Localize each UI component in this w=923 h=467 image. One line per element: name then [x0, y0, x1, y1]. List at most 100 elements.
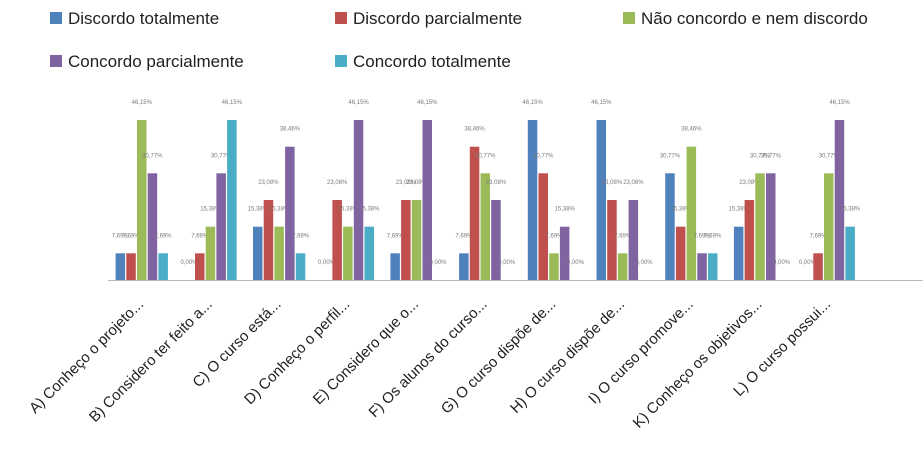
data-label: 15,38% — [359, 207, 380, 213]
data-label: 30,77% — [660, 153, 681, 159]
data-label: 7,69% — [191, 233, 209, 239]
category-label: H) O curso dispõe de... — [507, 296, 628, 417]
data-label: 15,38% — [840, 207, 861, 213]
data-label: 23,08% — [406, 180, 427, 186]
data-label: 38,46% — [280, 127, 301, 133]
legend-swatch — [623, 12, 635, 24]
data-label: 15,38% — [269, 207, 290, 213]
bar — [480, 173, 490, 280]
bar — [195, 253, 205, 280]
bar — [596, 120, 606, 280]
bar — [733, 226, 744, 280]
legend-swatch — [50, 12, 62, 24]
bar — [390, 253, 400, 280]
bar — [295, 253, 306, 280]
bar — [607, 200, 617, 280]
data-label: 7,69% — [704, 233, 722, 239]
bar — [401, 200, 411, 280]
bar — [675, 226, 686, 280]
data-label: 23,08% — [258, 180, 279, 186]
bar — [411, 200, 422, 280]
data-label: 30,77% — [819, 153, 840, 159]
data-label: 0,00% — [773, 260, 791, 266]
data-label: 23,08% — [396, 180, 417, 186]
bar — [285, 146, 295, 280]
bar — [227, 120, 237, 280]
legend-item: Concordo parcialmente — [50, 52, 244, 71]
bar — [755, 173, 765, 280]
plot-area: 7,69%7,69%46,15%30,77%7,69%0,00%7,69%15,… — [108, 100, 923, 281]
bar — [469, 146, 480, 280]
bar — [845, 226, 855, 280]
data-label: 23,08% — [623, 180, 644, 186]
bar — [744, 200, 755, 280]
legend-item: Concordo totalmente — [335, 52, 511, 71]
data-label: 30,77% — [761, 153, 782, 159]
legend-swatch — [50, 55, 62, 67]
data-label: 46,15% — [222, 100, 243, 106]
data-label: 7,69% — [112, 233, 130, 239]
data-label: 7,69% — [387, 233, 405, 239]
bar — [422, 120, 432, 280]
data-label: 46,15% — [348, 100, 369, 106]
data-label: 15,38% — [248, 207, 269, 213]
data-label: 23,08% — [739, 180, 760, 186]
bar — [766, 173, 776, 280]
data-label: 30,77% — [475, 153, 496, 159]
data-label: 30,77% — [533, 153, 554, 159]
legend-item: Discordo parcialmente — [335, 9, 522, 28]
bar — [813, 253, 823, 280]
data-label: 23,08% — [486, 180, 507, 186]
legend-swatch — [335, 55, 347, 67]
data-label: 0,00% — [567, 260, 585, 266]
data-label: 30,77% — [750, 153, 771, 159]
legend-label: Discordo totalmente — [68, 9, 219, 28]
data-label: 15,38% — [200, 207, 221, 213]
legend: Discordo totalmente Discordo parcialmente… — [50, 9, 868, 71]
data-label: 15,38% — [671, 207, 692, 213]
legend-item: Discordo totalmente — [50, 9, 219, 28]
data-label: 46,15% — [591, 100, 612, 106]
data-label: 0,00% — [180, 260, 198, 266]
data-label: 15,38% — [729, 207, 750, 213]
bar — [205, 226, 216, 280]
data-label: 7,69% — [292, 233, 310, 239]
data-label: 46,15% — [829, 100, 850, 106]
bar — [686, 146, 697, 280]
bar — [364, 226, 374, 280]
data-label: 15,38% — [338, 207, 359, 213]
bar — [834, 120, 845, 280]
data-label: 0,00% — [799, 260, 817, 266]
bar — [147, 173, 158, 280]
bar — [353, 120, 364, 280]
bar — [708, 253, 718, 280]
data-label: 7,69% — [155, 233, 173, 239]
data-label: 7,69% — [614, 233, 632, 239]
data-label: 7,69% — [545, 233, 563, 239]
data-label: 46,15% — [417, 100, 438, 106]
category-label: A) Conheço o projeto... — [26, 296, 147, 417]
bar — [824, 173, 834, 280]
data-label: 7,69% — [123, 233, 141, 239]
bar — [617, 253, 628, 280]
category-label: G) O curso dispõe de... — [438, 296, 560, 418]
data-label: 30,77% — [142, 153, 163, 159]
legend-item: Não concordo e nem discordo — [623, 9, 868, 28]
data-label: 30,77% — [211, 153, 232, 159]
data-label: 38,46% — [681, 127, 702, 133]
bar — [549, 253, 559, 280]
bar — [115, 253, 126, 280]
bar — [628, 200, 639, 280]
category-label: K) Conheço os objetivos... — [630, 296, 766, 432]
bar — [559, 226, 570, 280]
data-label: 38,46% — [464, 127, 485, 133]
bar — [137, 120, 147, 280]
data-label: 0,00% — [636, 260, 654, 266]
data-label: 46,15% — [132, 100, 153, 106]
bar — [274, 226, 284, 280]
legend-label: Concordo parcialmente — [68, 52, 244, 71]
bar — [665, 173, 675, 280]
data-label: 7,69% — [455, 233, 473, 239]
bar — [459, 253, 469, 280]
